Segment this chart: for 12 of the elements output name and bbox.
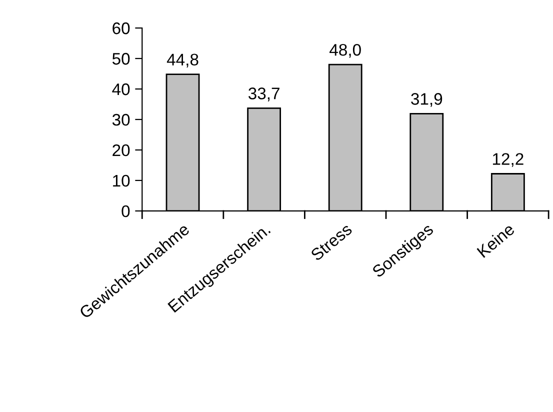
- data-label: 44,8: [166, 54, 198, 68]
- y-tick-label: 40: [112, 83, 130, 96]
- y-tick-label: 20: [112, 144, 130, 156]
- data-label: 12,2: [492, 153, 524, 167]
- y-tick-label: 10: [113, 174, 130, 187]
- data-label: 48,0: [330, 44, 361, 58]
- y-tick-label: 30: [112, 114, 130, 126]
- y-tick-label: 60: [112, 22, 130, 34]
- data-label: 33,7: [248, 88, 280, 102]
- y-tick-label: 0: [122, 205, 130, 218]
- y-tick-label: 50: [112, 52, 130, 65]
- data-label: 31,9: [411, 93, 442, 107]
